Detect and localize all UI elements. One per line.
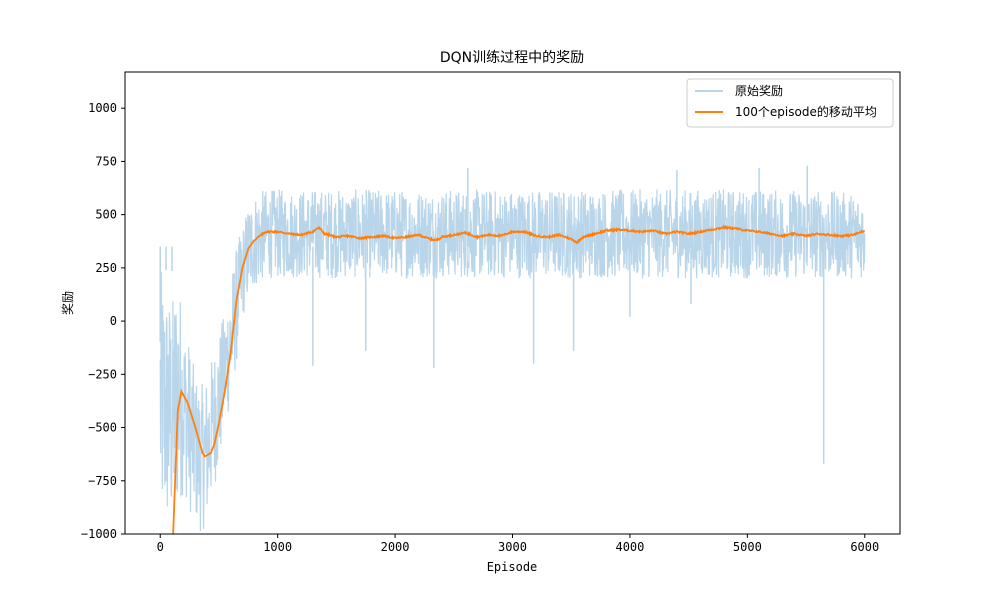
y-tick-label: −250: [88, 367, 117, 381]
y-tick-label: 1000: [88, 101, 117, 115]
legend-box: [686, 78, 894, 128]
chart-title: DQN训练过程中的奖励: [440, 49, 584, 66]
y-tick-label: 750: [95, 154, 117, 168]
legend: 原始奖励 100个episode的移动平均: [686, 78, 894, 128]
x-axis-label: Episode: [487, 560, 538, 574]
plot-background: [125, 72, 900, 534]
raw-reward-series: [159, 165, 866, 531]
x-tick-label: 0: [157, 540, 164, 554]
x-tick-label: 6000: [850, 540, 879, 554]
y-tick-label: 500: [95, 208, 117, 222]
legend-label-raw: 原始奖励: [735, 84, 783, 98]
y-tick-label: −750: [88, 474, 117, 488]
x-tick-label: 2000: [381, 540, 410, 554]
plot-area: [124, 71, 901, 535]
y-tick-label: −1000: [81, 527, 117, 541]
x-axis: 0 1000 2000 3000 4000 5000 6000: [157, 534, 879, 554]
x-tick-label: 1000: [263, 540, 292, 554]
raw-reward-line: [159, 189, 866, 531]
x-tick-label: 5000: [733, 540, 762, 554]
moving-average-line: [172, 224, 865, 534]
y-tick-label: −500: [88, 421, 117, 435]
x-tick-label: 4000: [615, 540, 644, 554]
y-axis: −1000 −750 −500 −250 0 250 500 750 1000: [81, 101, 125, 541]
legend-label-average: 100个episode的移动平均: [735, 104, 877, 119]
y-tick-label: 0: [110, 314, 117, 328]
moving-average-series: [172, 224, 865, 534]
y-tick-label: 250: [95, 261, 117, 275]
y-axis-label: 奖励: [61, 291, 75, 315]
x-tick-label: 3000: [498, 540, 527, 554]
